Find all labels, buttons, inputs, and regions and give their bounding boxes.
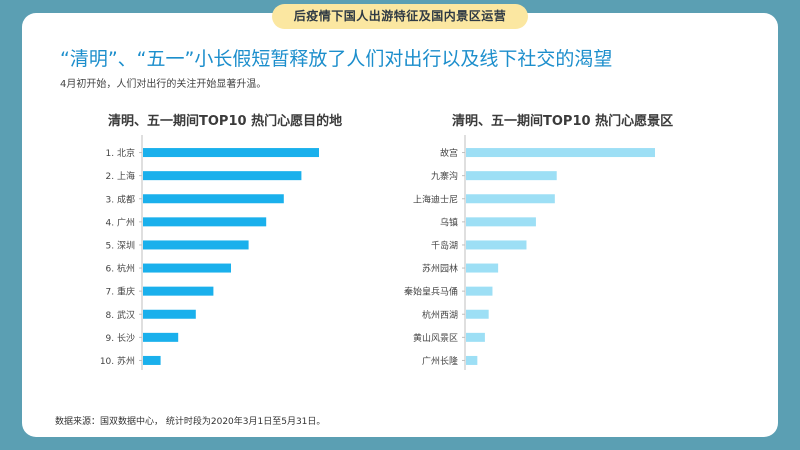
category-label: 广州长隆 (422, 355, 458, 367)
left-chart-title: 清明、五一期间TOP10 热门心愿目的地 (108, 114, 343, 129)
category-label: 乌镇 (440, 216, 458, 228)
bar (143, 332, 179, 342)
report-banner: 后疫情下国人出游特征及国内景区运营 (272, 4, 528, 29)
bar (466, 286, 493, 296)
bar (143, 148, 319, 158)
category-label: 杭州西湖 (422, 309, 458, 321)
bar (466, 194, 555, 204)
category-label: 上海迪士尼 (413, 193, 458, 205)
page-subline: 4月初开始，人们对出行的关注开始显著升温。 (60, 79, 267, 90)
destinations-bar-chart: 1. 北京 2. 上海 3. 成都 4. 广州 5. 深圳 6. 杭州 7. 重庆 8. 武汉… (100, 135, 319, 370)
category-label: 7. 重庆 (106, 286, 135, 298)
category-label: 2. 上海 (106, 170, 135, 182)
bar (143, 309, 196, 319)
category-label: 故宫 (440, 147, 458, 159)
bar (143, 355, 161, 365)
category-label: 1. 北京 (106, 147, 135, 159)
category-label: 4. 广州 (106, 216, 135, 228)
category-label: 黄山风景区 (413, 332, 458, 344)
bar (466, 148, 655, 158)
bar (466, 332, 485, 342)
bar (143, 286, 214, 296)
category-label: 秦始皇兵马俑 (404, 286, 458, 298)
category-label: 九寨沟 (431, 170, 458, 182)
bar (143, 171, 302, 181)
category-label: 6. 杭州 (106, 263, 135, 275)
data-source-note: 数据来源：国双数据中心， 统计时段为2020年3月1日至5月31日。 (55, 417, 326, 427)
bar (143, 240, 249, 250)
category-label: 9. 长沙 (106, 332, 135, 344)
bar (466, 309, 489, 319)
page-headline: “清明”、“五一”小长假短暂释放了人们对出行以及线下社交的渴望 (60, 48, 613, 70)
bar (466, 263, 499, 273)
bar (466, 240, 527, 250)
bar (143, 194, 284, 204)
bar (466, 171, 557, 181)
category-label: 千岛湖 (431, 239, 458, 251)
category-label: 苏州园林 (422, 263, 458, 275)
category-label: 10. 苏州 (100, 355, 135, 367)
bar (143, 263, 231, 273)
category-label: 3. 成都 (106, 193, 135, 205)
category-label: 5. 深圳 (106, 240, 135, 251)
bar (466, 355, 478, 365)
bar (466, 217, 536, 227)
right-chart-title: 清明、五一期间TOP10 热门心愿景区 (452, 114, 674, 129)
category-label: 8. 武汉 (106, 309, 135, 321)
bar (143, 217, 267, 227)
